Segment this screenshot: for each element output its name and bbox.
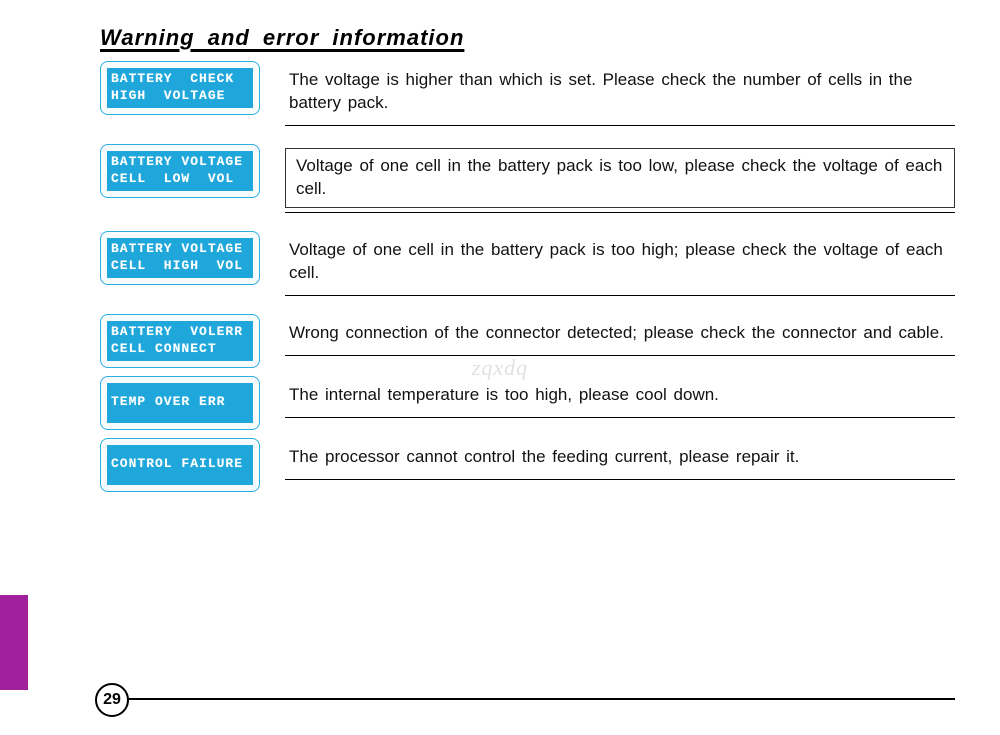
description-wrap: Voltage of one cell in the battery pack … xyxy=(285,231,955,306)
description-wrap: The voltage is higher than which is set.… xyxy=(285,61,955,136)
description-wrap: Wrong connection of the connector detect… xyxy=(285,314,955,366)
row-divider xyxy=(285,295,955,296)
row-divider xyxy=(285,212,955,213)
description-text: The internal temperature is too high, pl… xyxy=(285,380,955,413)
lcd-line2: CELL CONNECT xyxy=(111,341,249,358)
manual-page: Warning and error information BATTERY CH… xyxy=(0,0,1000,735)
lcd-display: TEMP OVER ERR xyxy=(107,383,253,423)
lcd-line1: BATTERY VOLTAGE xyxy=(111,241,249,258)
description-wrap: Voltage of one cell in the battery pack … xyxy=(285,144,955,223)
page-title: Warning and error information xyxy=(100,25,955,51)
lcd-frame: CONTROL FAILURE xyxy=(100,438,260,492)
footer-line xyxy=(100,698,955,700)
lcd-frame: BATTERY VOLTAGE CELL HIGH VOL xyxy=(100,231,260,285)
error-rows: BATTERY CHECK HIGH VOLTAGE The voltage i… xyxy=(100,61,955,500)
row-divider xyxy=(285,125,955,126)
error-row: BATTERY VOLERR CELL CONNECT Wrong connec… xyxy=(100,314,955,376)
row-divider xyxy=(285,417,955,418)
lcd-display: BATTERY VOLERR CELL CONNECT xyxy=(107,321,253,361)
lcd-frame: BATTERY VOLTAGE CELL LOW VOL xyxy=(100,144,260,198)
description-text: Voltage of one cell in the battery pack … xyxy=(285,235,955,291)
lcd-line1: BATTERY CHECK xyxy=(111,71,249,88)
error-row: BATTERY VOLTAGE CELL LOW VOL Voltage of … xyxy=(100,144,955,231)
lcd-line2: HIGH VOLTAGE xyxy=(111,88,249,105)
lcd-line2: CELL LOW VOL xyxy=(111,171,249,188)
description-wrap: The internal temperature is too high, pl… xyxy=(285,376,955,428)
lcd-frame: BATTERY CHECK HIGH VOLTAGE xyxy=(100,61,260,115)
description-text: The processor cannot control the feeding… xyxy=(285,442,955,475)
lcd-line1: TEMP OVER ERR xyxy=(111,394,249,411)
error-row: BATTERY CHECK HIGH VOLTAGE The voltage i… xyxy=(100,61,955,144)
lcd-line1: BATTERY VOLTAGE xyxy=(111,154,249,171)
lcd-line1: BATTERY VOLERR xyxy=(111,324,249,341)
error-row: TEMP OVER ERR The internal temperature i… xyxy=(100,376,955,438)
error-row: CONTROL FAILURE The processor cannot con… xyxy=(100,438,955,500)
page-number: 29 xyxy=(103,691,121,709)
row-divider xyxy=(285,479,955,480)
description-text: Voltage of one cell in the battery pack … xyxy=(285,148,955,208)
lcd-display: BATTERY VOLTAGE CELL HIGH VOL xyxy=(107,238,253,278)
lcd-frame: BATTERY VOLERR CELL CONNECT xyxy=(100,314,260,368)
lcd-frame: TEMP OVER ERR xyxy=(100,376,260,430)
lcd-line2: CELL HIGH VOL xyxy=(111,258,249,275)
lcd-display: CONTROL FAILURE xyxy=(107,445,253,485)
side-color-tab xyxy=(0,595,28,690)
row-divider xyxy=(285,355,955,356)
lcd-display: BATTERY CHECK HIGH VOLTAGE xyxy=(107,68,253,108)
description-text: Wrong connection of the connector detect… xyxy=(285,318,955,351)
error-row: BATTERY VOLTAGE CELL HIGH VOL Voltage of… xyxy=(100,231,955,314)
page-number-circle: 29 xyxy=(95,683,129,717)
lcd-line1: CONTROL FAILURE xyxy=(111,456,249,473)
description-text: The voltage is higher than which is set.… xyxy=(285,65,955,121)
lcd-display: BATTERY VOLTAGE CELL LOW VOL xyxy=(107,151,253,191)
description-wrap: The processor cannot control the feeding… xyxy=(285,438,955,490)
